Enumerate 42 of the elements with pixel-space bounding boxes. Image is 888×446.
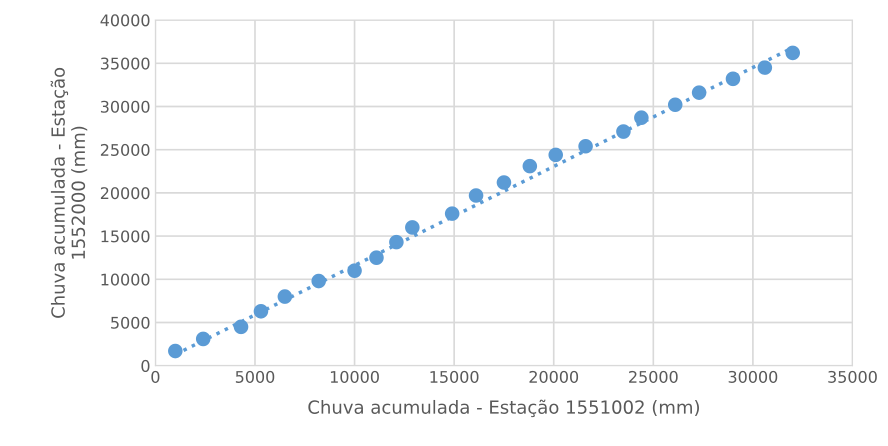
- point: [548, 148, 564, 162]
- x-tick-label: 25000: [629, 370, 678, 383]
- point: [254, 304, 268, 319]
- point: [389, 234, 404, 250]
- x-tick-label: 20000: [529, 370, 578, 383]
- y-tick-label: 25000: [100, 144, 150, 156]
- point: [196, 332, 210, 346]
- point: [692, 85, 706, 100]
- point: [347, 263, 362, 278]
- y-tick-label: 5000: [111, 316, 150, 329]
- point: [168, 344, 183, 358]
- x-tick-label: 10000: [330, 370, 379, 383]
- point: [468, 188, 484, 203]
- y-tick-label: 35000: [100, 57, 150, 70]
- x-tick-label: 15000: [430, 370, 478, 383]
- point: [278, 289, 292, 304]
- x-tick-label: 0: [151, 370, 160, 383]
- point: [444, 206, 460, 221]
- x-axis-title: Chuva acumulada - Estação 1551002 (mm): [308, 400, 699, 418]
- point: [758, 60, 772, 75]
- y-tick-label: 0: [141, 360, 150, 372]
- point: [616, 124, 631, 139]
- y-tick-label: 40000: [100, 14, 150, 26]
- point: [668, 97, 683, 112]
- y-tick-label: 30000: [100, 100, 150, 113]
- y-tick-label: 20000: [100, 187, 150, 200]
- point: [634, 110, 649, 125]
- point: [234, 320, 248, 334]
- point: [785, 46, 800, 60]
- point: [405, 220, 420, 235]
- x-tick-label: 30000: [728, 370, 778, 383]
- point: [369, 250, 384, 265]
- y-tick-label: 10000: [101, 274, 150, 286]
- x-tick-label: 5000: [236, 370, 274, 383]
- point: [496, 175, 512, 190]
- point: [311, 274, 326, 288]
- y-tick-label: 15000: [101, 230, 150, 242]
- x-tick-label: 35000: [828, 370, 877, 383]
- point: [522, 158, 538, 174]
- point: [726, 72, 740, 86]
- point: [578, 138, 593, 154]
- y-axis-title: Chuva acumulada - Estação 1552000 (mm): [50, 68, 88, 318]
